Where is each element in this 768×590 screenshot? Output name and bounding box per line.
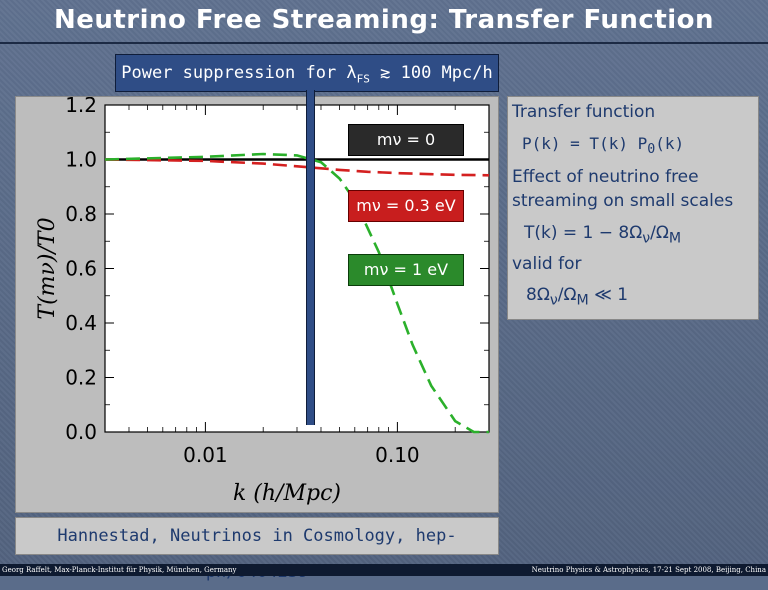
label-m03: mν = 0.3 eV xyxy=(348,190,464,222)
transfer-function-chart: 0.0 0.2 0.4 0.6 0.8 1.0 1.2 0.01 0.10 k (h/Mpc) T(… xyxy=(35,97,490,506)
eq1-main: P(k) = T(k) P xyxy=(522,134,648,153)
eq1-end: (k) xyxy=(655,134,685,153)
y-tick-label: 1.0 xyxy=(65,148,97,172)
y-axis-label: T(mν)/T0 xyxy=(35,217,60,319)
info-panel: Transfer function P(k) = T(k) P0(k) Effe… xyxy=(507,96,759,320)
x-axis-label: k (h/Mpc) xyxy=(233,481,341,506)
x-tick-label: 0.10 xyxy=(375,443,420,467)
info-eq3: 8Ων/ΩM ≪ 1 xyxy=(526,285,628,308)
banner-prefix: Power suppression for λ xyxy=(121,63,357,83)
y-tick-label: 0.8 xyxy=(65,202,97,226)
footer-left: Georg Raffelt, Max-Planck-Institut für P… xyxy=(2,566,237,574)
x-tick-label: 0.01 xyxy=(183,443,228,467)
eq2-b: /Ω xyxy=(650,223,669,243)
series-line-m1 xyxy=(104,152,489,434)
label-m1: mν = 1 eV xyxy=(348,254,464,286)
eq2-sub2: M xyxy=(668,230,682,247)
info-heading: Transfer function xyxy=(512,102,656,122)
reference-box: Hannestad, Neutrinos in Cosmology, hep-p… xyxy=(15,517,499,582)
power-suppression-banner: Power suppression for λFS ≳ 100 Mpc/h xyxy=(115,54,499,92)
eq3-a: 8Ω xyxy=(526,285,550,305)
y-tick-label: 0.0 xyxy=(65,420,97,444)
eq3-c: ≪ 1 xyxy=(588,285,629,305)
y-tick-label: 0.4 xyxy=(65,311,97,335)
banner-sub: FS xyxy=(356,72,370,86)
free-streaming-marker-bar xyxy=(306,90,315,425)
y-tick-label: 0.2 xyxy=(65,366,97,390)
y-tick-label: 1.2 xyxy=(65,97,97,117)
info-effect-2: streaming on small scales xyxy=(512,191,734,211)
footer-right: Neutrino Physics & Astrophysics, 17-21 S… xyxy=(531,566,766,574)
plot-panel: 0.0 0.2 0.4 0.6 0.8 1.0 1.2 0.01 0.10 k (h/Mpc) T(… xyxy=(15,96,499,513)
footer-bar: Georg Raffelt, Max-Planck-Institut für P… xyxy=(0,564,768,576)
eq3-sub2: M xyxy=(576,292,589,309)
label-m0: mν = 0 xyxy=(348,124,464,156)
eq2-sub1: ν xyxy=(642,230,651,247)
info-eq1: P(k) = T(k) P0(k) xyxy=(522,134,684,157)
series-line-m03 xyxy=(104,158,490,177)
title-divider xyxy=(0,42,768,44)
eq3-sub1: ν xyxy=(549,292,558,309)
eq2-a: T(k) = 1 − 8Ω xyxy=(524,223,643,243)
banner-suffix: ≳ 100 Mpc/h xyxy=(369,63,493,83)
eq3-b: /Ω xyxy=(557,285,577,305)
eq1-sub: 0 xyxy=(647,142,656,158)
y-tick-label: 0.6 xyxy=(65,257,97,281)
info-valid: valid for xyxy=(512,254,582,274)
info-effect-1: Effect of neutrino free xyxy=(512,167,699,187)
slide-title: Neutrino Free Streaming: Transfer Functi… xyxy=(53,5,715,35)
info-eq2: T(k) = 1 − 8Ων/ΩM xyxy=(524,223,681,246)
